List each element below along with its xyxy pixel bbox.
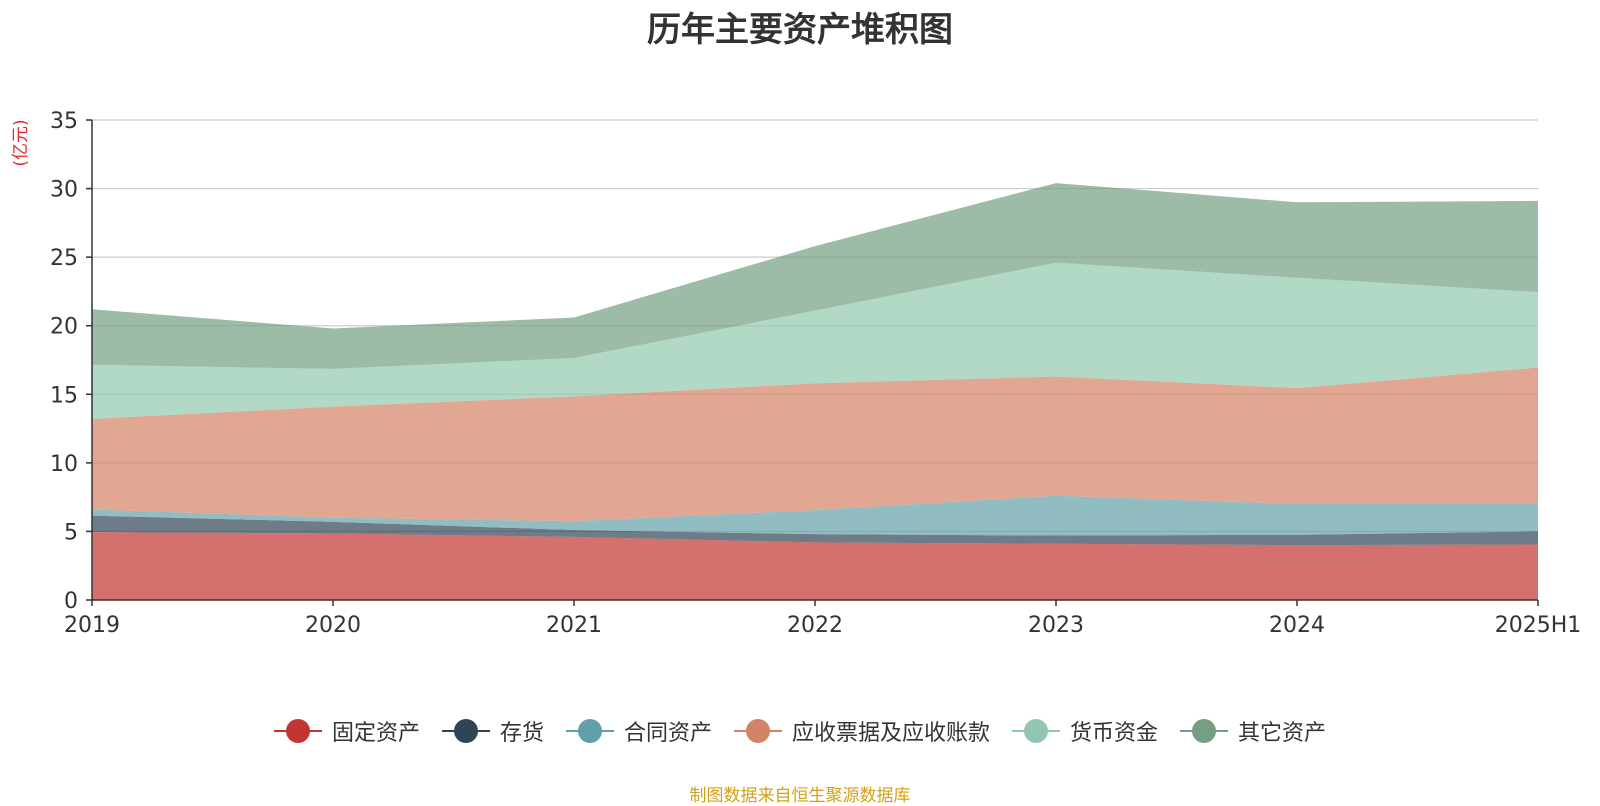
legend-label: 合同资产 (623, 721, 712, 746)
legend-item-2[interactable]: 合同资产 (565, 715, 712, 747)
area-series-2 (92, 495, 1538, 536)
y-axis-label: (亿元) (11, 119, 31, 166)
legend-item-5[interactable]: 其它资产 (1180, 715, 1326, 747)
y-tick-label: 5 (64, 520, 78, 545)
y-tick-label: 25 (50, 246, 78, 271)
legend-item-4[interactable]: 货币资金 (1012, 715, 1158, 747)
x-tick-label: 2025H1 (1495, 613, 1582, 638)
x-tick-label: 2023 (1028, 613, 1084, 638)
area-series-3 (92, 367, 1538, 522)
x-tick-label: 2021 (546, 613, 602, 638)
area-series (92, 183, 1538, 600)
chart-title: 历年主要资产堆积图 (647, 10, 953, 50)
legend-item-3[interactable]: 应收票据及应收账款 (734, 715, 990, 747)
x-tick-label: 2020 (305, 613, 361, 638)
legend-item-1[interactable]: 存货 (441, 715, 544, 747)
legend-label: 固定资产 (331, 721, 420, 746)
x-tick-label: 2019 (64, 613, 120, 638)
y-tick-label: 15 (50, 383, 78, 408)
x-tick-label: 2022 (787, 613, 843, 638)
axes: 0 5 10 15 20 25 30 35 2019 2020 2021 2022 2023 2024 20… (50, 109, 1581, 638)
area-series-5 (92, 183, 1538, 369)
legend-item-0[interactable]: 固定资产 (273, 715, 420, 747)
y-tick-label: 20 (50, 315, 78, 340)
legend-marker-icon (1180, 719, 1229, 743)
y-tick-label: 10 (50, 452, 78, 477)
legend-label: 应收票据及应收账款 (792, 721, 991, 746)
legend-marker-icon (441, 719, 490, 743)
legend-label: 货币资金 (1070, 721, 1159, 746)
x-tick-label: 2024 (1269, 613, 1325, 638)
area-series-1 (92, 515, 1538, 546)
y-tick-label: 0 (64, 589, 78, 614)
y-tick-label: 35 (50, 109, 78, 134)
legend-marker-icon (1012, 719, 1061, 743)
legend-marker-icon (273, 719, 322, 743)
source-note: 制图数据来自恒生聚源数据库 (689, 786, 911, 806)
y-tick-label: 30 (50, 178, 78, 203)
legend-label: 其它资产 (1238, 721, 1327, 746)
legend: 固定资产 存货 合同资产 应收票据及应收账款 货币资金 其它资产 (0, 715, 1600, 747)
legend-marker-icon (565, 719, 614, 743)
area-series-4 (92, 262, 1538, 419)
legend-marker-icon (734, 719, 782, 743)
legend-label: 存货 (499, 721, 544, 746)
area-series-0 (92, 532, 1538, 600)
